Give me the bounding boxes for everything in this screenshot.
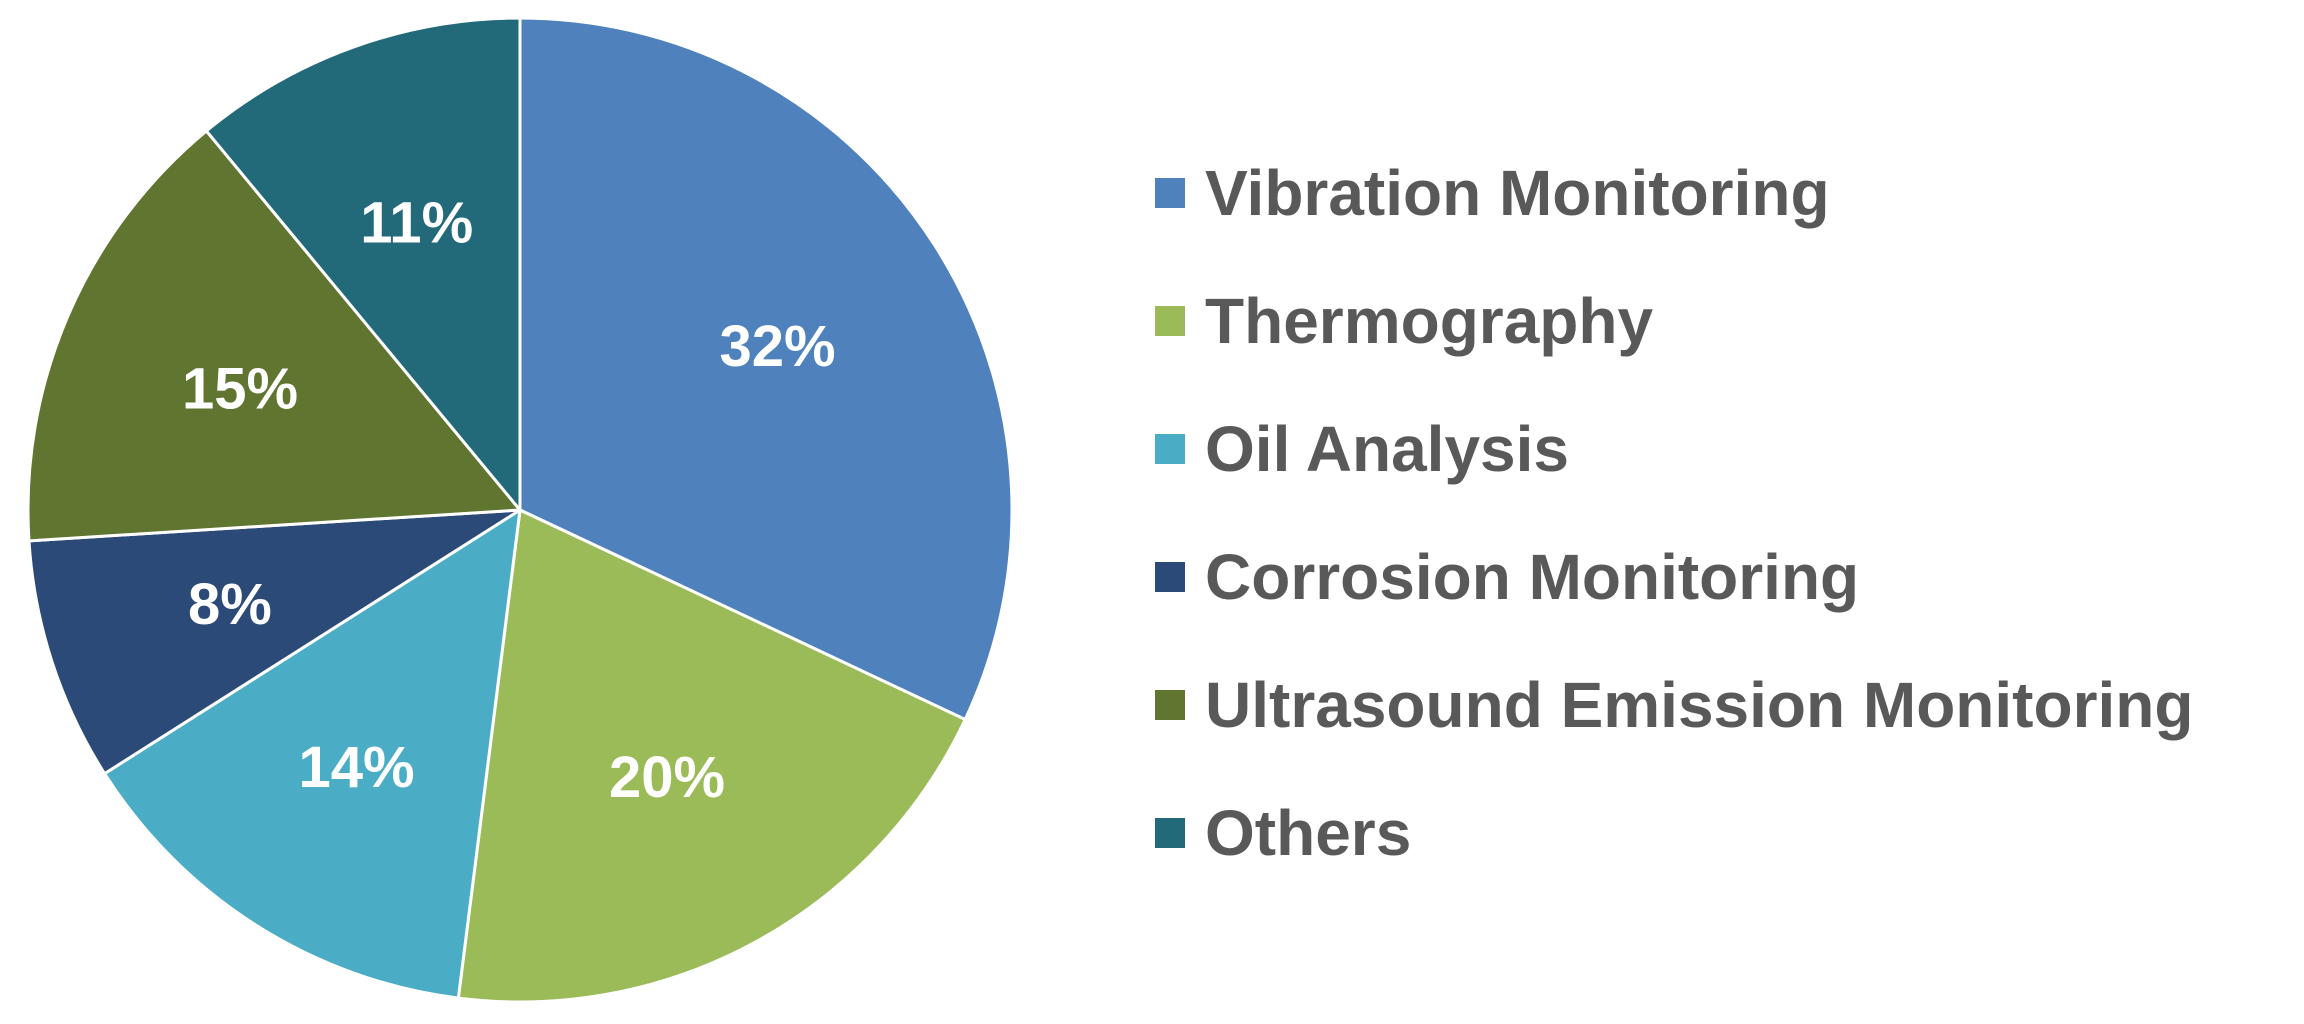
legend-swatch-oil-analysis (1155, 434, 1185, 464)
legend-label-oil-analysis: Oil Analysis (1205, 413, 1569, 485)
legend-item-oil-analysis: Oil Analysis (1155, 413, 1569, 485)
legend-swatch-others (1155, 818, 1185, 848)
legend-swatch-corrosion-monitoring (1155, 562, 1185, 592)
slice-data-label-oil-analysis: 14% (299, 735, 415, 800)
pie-slice-vibration-monitoring (518, 16, 1014, 721)
slice-data-label-ultrasound-emission-monitoring: 15% (182, 356, 298, 421)
pie-slice-corrosion-monitoring (27, 508, 522, 776)
legend-label-others: Others (1205, 797, 1411, 869)
legend-item-others: Others (1155, 797, 1411, 869)
pie-slices (26, 16, 1014, 1004)
legend-label-vibration-monitoring: Vibration Monitoring (1205, 157, 1830, 229)
pie-slice-oil-analysis (103, 508, 522, 1000)
legend-item-corrosion-monitoring: Corrosion Monitoring (1155, 541, 1859, 613)
slice-data-label-others: 11% (360, 191, 473, 256)
slice-data-label-thermography: 20% (609, 745, 725, 810)
legend: Vibration Monitoring Thermography Oil Anal… (1155, 157, 2193, 869)
legend-item-thermography: Thermography (1155, 285, 1653, 357)
pie-slice-thermography (456, 508, 967, 1004)
legend-item-vibration-monitoring: Vibration Monitoring (1155, 157, 1830, 229)
slice-data-label-vibration-monitoring: 32% (720, 314, 836, 379)
pie-slice-labels: 32% 20% 14% 8% 15% 11% (182, 191, 836, 810)
legend-item-ultrasound-emission-monitoring: Ultrasound Emission Monitoring (1155, 669, 2193, 741)
pie-slice-others (204, 16, 522, 512)
pie-slice-ultrasound-emission-monitoring (26, 129, 522, 543)
legend-swatch-ultrasound-emission-monitoring (1155, 690, 1185, 720)
legend-label-thermography: Thermography (1205, 285, 1653, 357)
legend-swatch-thermography (1155, 306, 1185, 336)
slice-data-label-corrosion-monitoring: 8% (188, 572, 272, 637)
legend-label-corrosion-monitoring: Corrosion Monitoring (1205, 541, 1859, 613)
legend-label-ultrasound-emission-monitoring: Ultrasound Emission Monitoring (1205, 669, 2193, 741)
legend-swatch-vibration-monitoring (1155, 178, 1185, 208)
